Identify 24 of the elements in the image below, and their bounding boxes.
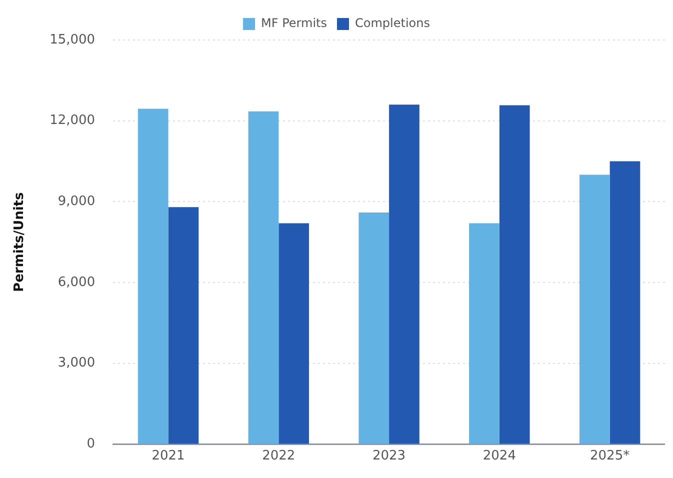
y-tick-label: 3,000 [58,356,96,371]
legend-label: MF Permits [261,16,327,30]
y-tick-label: 15,000 [50,32,96,48]
x-tick-label: 2022 [262,448,296,464]
x-tick-label: 2023 [372,448,406,464]
bar [610,161,640,444]
bar [499,105,530,444]
bar [278,223,310,444]
y-tick-label: 9,000 [58,194,96,210]
x-tick-label: 2021 [152,448,185,464]
bar [358,212,390,444]
y-tick-label: 0 [86,436,96,452]
y-axis-title: Permits/Units [12,192,28,292]
bar [248,111,279,444]
y-tick-label: 6,000 [58,274,96,290]
x-tick-label: 2025* [590,448,630,464]
bar [389,104,420,444]
bar [168,207,199,444]
bar [579,174,610,444]
x-tick-label: 2024 [482,448,516,464]
bar [469,223,500,444]
legend-label: Completions [354,16,430,30]
bar [138,108,168,444]
y-tick-label: 12,000 [50,113,96,128]
